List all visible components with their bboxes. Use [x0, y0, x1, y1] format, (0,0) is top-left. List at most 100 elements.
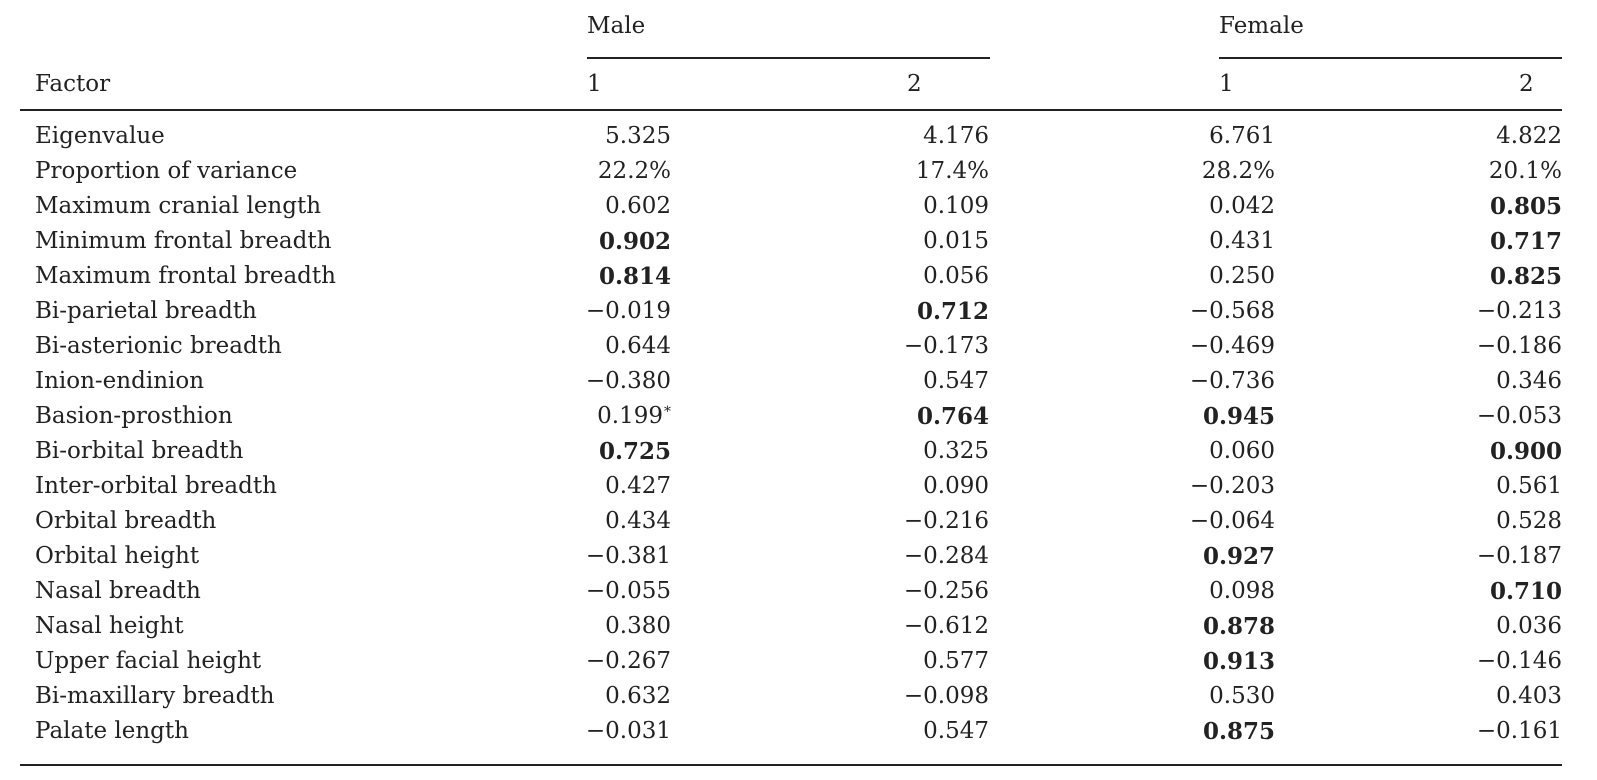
row-label: Bi-parietal breadth [35, 298, 257, 324]
cell-m1: 0.644 [605, 335, 671, 358]
table-row: Eigenvalue 5.325 4.176 6.761 4.822 [0, 125, 1597, 160]
cell-value: 0.346 [1496, 368, 1562, 394]
row-label: Minimum frontal breadth [35, 228, 332, 254]
cell-value: 0.710 [1489, 578, 1562, 605]
female-header: Female [1219, 13, 1304, 39]
cell-m2: −0.256 [904, 580, 989, 603]
cell-m2: 0.056 [923, 265, 989, 288]
cell-f2: 0.036 [1496, 615, 1562, 638]
cell-value: 20.1% [1488, 158, 1562, 184]
cell-value: −0.284 [903, 543, 989, 569]
cell-value: 0.814 [598, 263, 671, 290]
row-label: Orbital height [35, 543, 200, 569]
row-label: Palate length [35, 718, 189, 744]
table-row: Bi-orbital breadth 0.725 0.325 0.060 0.900 [0, 440, 1597, 475]
table-row: Inion-endinion −0.380 0.547 −0.736 0.346 [0, 370, 1597, 405]
cell-f2: 0.717 [1490, 230, 1562, 253]
cell-value: 0.431 [1209, 228, 1275, 254]
row-label: Nasal breadth [35, 578, 201, 604]
cell-value: −0.053 [1476, 403, 1562, 429]
cell-value: 0.644 [605, 333, 671, 359]
cell-value: 5.325 [605, 123, 671, 149]
cell-m2: 4.176 [923, 125, 989, 148]
row-label: Bi-maxillary breadth [35, 683, 275, 709]
table-row: Bi-asterionic breadth 0.644 −0.173 −0.469 −0… [0, 335, 1597, 370]
table-row: Orbital breadth 0.434 −0.216 −0.064 0.528 [0, 510, 1597, 545]
cell-f1: 0.878 [1203, 615, 1275, 638]
cell-m2: 0.090 [923, 475, 989, 498]
cell-value: 0.199 [597, 403, 663, 429]
male-group-rule [587, 57, 990, 59]
row-label: Eigenvalue [35, 123, 165, 149]
cell-value: 0.060 [1209, 438, 1275, 464]
table-row: Maximum cranial length 0.602 0.109 0.042 0.8… [0, 195, 1597, 230]
cell-m1: 22.2% [598, 160, 671, 183]
cell-value: 6.761 [1209, 123, 1275, 149]
cell-f1: −0.203 [1190, 475, 1275, 498]
cell-f2: −0.187 [1477, 545, 1562, 568]
cell-m2: 0.712 [917, 300, 989, 323]
cell-f1: −0.469 [1190, 335, 1275, 358]
cell-f1: 0.431 [1209, 230, 1275, 253]
female-factor-1-header: 1 [1219, 71, 1234, 97]
table-row: Proportion of variance 22.2% 17.4% 28.2% 20.… [0, 160, 1597, 195]
cell-value: −0.213 [1476, 298, 1562, 324]
male-factor-1-header: 1 [587, 71, 602, 97]
cell-f2: 0.710 [1490, 580, 1562, 603]
cell-value: −0.161 [1476, 718, 1562, 744]
cell-f1: 0.945 [1203, 405, 1275, 428]
cell-value: 0.712 [916, 298, 989, 325]
cell-value: −0.568 [1189, 298, 1275, 324]
cell-m1: 0.380 [605, 615, 671, 638]
cell-m1: 0.199* [597, 405, 671, 428]
male-factor-2-header: 2 [907, 71, 922, 97]
cell-m2: −0.612 [904, 615, 989, 638]
cell-m1: 0.632 [605, 685, 671, 708]
cell-m2: −0.216 [904, 510, 989, 533]
cell-value: 0.717 [1489, 228, 1562, 255]
cell-value: 0.325 [923, 438, 989, 464]
cell-m2: 0.547 [923, 370, 989, 393]
cell-value: 0.403 [1496, 683, 1562, 709]
cell-value: 0.090 [923, 473, 989, 499]
cell-f2: −0.186 [1477, 335, 1562, 358]
cell-f2: 0.528 [1496, 510, 1562, 533]
cell-value: 0.927 [1202, 543, 1275, 570]
cell-f1: 0.060 [1209, 440, 1275, 463]
cell-value: 0.913 [1202, 648, 1275, 675]
cell-value: −0.186 [1476, 333, 1562, 359]
row-label: Inion-endinion [35, 368, 205, 394]
header-rule [20, 109, 1562, 111]
cell-value: −0.216 [903, 508, 989, 534]
cell-value: 0.902 [598, 228, 671, 255]
cell-f2: 4.822 [1496, 125, 1562, 148]
row-label: Basion-prosthion [35, 403, 233, 429]
cell-value: 0.380 [605, 613, 671, 639]
footnote-marker: * [664, 404, 671, 420]
cell-value: −0.736 [1189, 368, 1275, 394]
cell-value: 4.822 [1496, 123, 1562, 149]
cell-f2: 0.561 [1496, 475, 1562, 498]
cell-f1: 0.250 [1209, 265, 1275, 288]
cell-value: −0.469 [1189, 333, 1275, 359]
cell-f2: 0.900 [1490, 440, 1562, 463]
cell-f1: −0.568 [1190, 300, 1275, 323]
table-row: Maximum frontal breadth 0.814 0.056 0.250 0.… [0, 265, 1597, 300]
table-row: Bi-parietal breadth −0.019 0.712 −0.568 −0.2… [0, 300, 1597, 335]
cell-f1: 0.098 [1209, 580, 1275, 603]
cell-value: 0.530 [1209, 683, 1275, 709]
cell-f2: 20.1% [1489, 160, 1562, 183]
factor-header: Factor [35, 71, 111, 97]
cell-f2: 0.403 [1496, 685, 1562, 708]
cell-value: 0.036 [1496, 613, 1562, 639]
cell-value: 0.725 [598, 438, 671, 465]
cell-value: 0.434 [605, 508, 671, 534]
cell-f1: −0.064 [1190, 510, 1275, 533]
cell-value: 28.2% [1201, 158, 1275, 184]
cell-value: −0.064 [1189, 508, 1275, 534]
row-label: Maximum frontal breadth [35, 263, 336, 289]
cell-m1: −0.267 [586, 650, 671, 673]
cell-value: −0.380 [585, 368, 671, 394]
cell-m1: −0.019 [586, 300, 671, 323]
cell-f2: −0.161 [1477, 720, 1562, 743]
